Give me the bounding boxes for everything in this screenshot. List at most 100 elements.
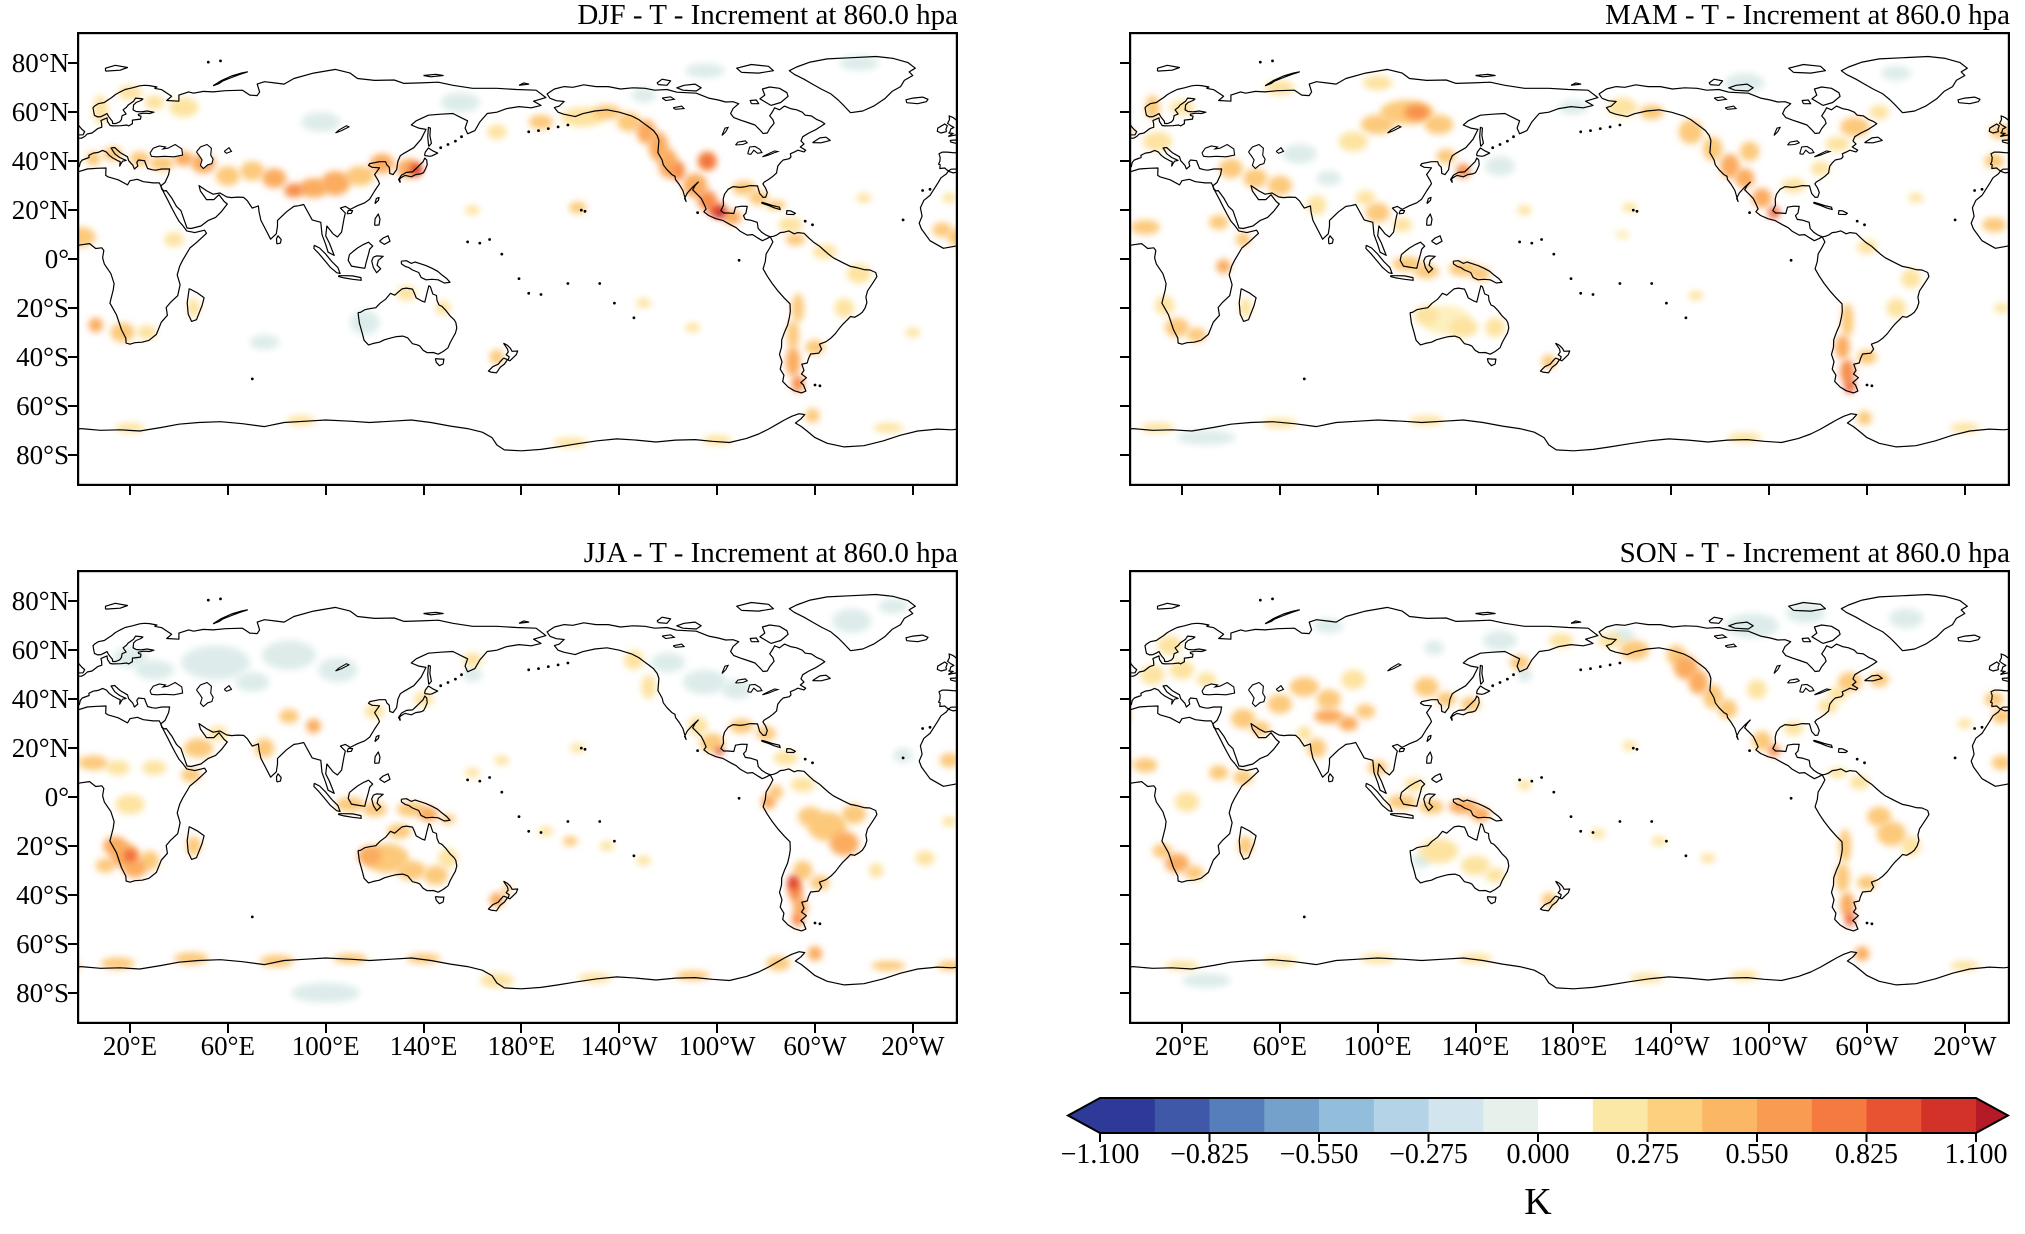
lake-outline [1773,126,1782,136]
lat-tick [1120,747,1129,750]
island-dot [1491,146,1495,150]
colorbar-tick-label: 0.550 [1725,1139,1789,1170]
colorbar-tick-label: −0.275 [1389,1139,1468,1170]
lake-outline [661,634,676,640]
island-dot [527,829,531,833]
coastline [947,653,958,676]
island-dot [583,209,587,213]
coastline [1132,413,2010,452]
island-dot [583,747,587,751]
island-dot [1618,123,1622,127]
lat-tick [1120,404,1129,407]
island-dot [696,211,699,215]
coastline [503,880,519,900]
coastline [1365,782,1393,813]
lake-outline [196,681,214,708]
island-dot [1512,135,1515,139]
coastline [1539,357,1561,374]
coastline [275,235,282,245]
lake-outline [1773,664,1782,674]
island-dot [1598,665,1602,668]
coastline [1570,82,1582,86]
coastline [1132,951,2010,990]
island-dot [556,663,560,667]
island-dot [488,238,491,241]
lake-outline [1799,683,1815,693]
lon-tick-label: 60°W [1835,1031,1899,1061]
coastline [1486,358,1497,367]
island-dot [517,277,521,280]
lat-tick [68,649,77,652]
panel-frame [1129,32,2010,486]
island-dot [928,725,932,729]
world-map-djf [77,32,958,486]
island-dot [928,187,932,191]
lon-tick [422,486,425,495]
lon-tick-label: 60°W [783,1031,847,1061]
coastline [1450,695,1480,721]
coastline [398,157,428,183]
lon-tick-label: 100°E [1343,1031,1412,1061]
lon-tick [1376,1024,1379,1033]
lon-tick-label: 180°E [487,1031,556,1061]
lake-outline [661,96,676,102]
island-dot [546,665,550,668]
colorbar-tick-label: −0.550 [1279,1139,1359,1170]
lat-tick-label: 60°S [16,928,69,959]
coastline [1539,895,1561,912]
lake-outline [1787,678,1801,684]
coastline [77,705,208,883]
coastline [905,634,929,643]
island-dot [921,189,924,192]
coastline [77,659,86,674]
colorbar [1065,1097,2011,1142]
island-dot [439,146,443,150]
island-dot [1863,223,1866,227]
lat-tick [68,600,77,603]
lon-tick-label: 20°E [1154,1031,1210,1061]
lon-tick [716,1024,719,1033]
coastline [1409,823,1510,893]
coastline [1399,241,1426,269]
island-dot [901,756,905,760]
island-dot [219,59,222,63]
island-dot [1789,258,1793,262]
map-panel-mam: MAM - T - Increment at 860.0 hpa [1120,0,2010,495]
coastline [1788,601,1826,612]
island-dot [1591,293,1595,296]
island-dot [598,282,602,285]
coastline [1801,99,1812,105]
lon-tick-label: 140°E [389,1031,458,1061]
island-dot [1618,282,1622,285]
island-dot [1980,187,1984,191]
coastline [760,739,781,749]
island-dot [737,258,741,262]
coastline [77,68,547,256]
island-dot [1789,796,1793,800]
colorbar-tick-label: 0.275 [1616,1139,1679,1170]
coastline [1426,734,1432,743]
island-dot [1953,756,1957,760]
island-dot [813,383,817,387]
coastline [1423,793,1436,812]
lon-tick [128,486,131,495]
coastline [423,685,439,695]
coastline [1555,342,1571,362]
lat-tick [68,404,77,407]
island-dot [1589,667,1592,670]
lon-tick [520,1024,523,1033]
island-dot [1665,301,1668,305]
lat-tick [68,258,77,261]
island-dot [1973,189,1976,192]
coastline [1601,635,1823,780]
coastline [347,779,374,807]
coastline [549,97,771,242]
coastline [1970,708,2010,787]
coastline [1450,157,1480,183]
coastline [379,235,391,245]
lake-outline [1387,125,1403,134]
island-dot [454,139,457,143]
coastline [80,951,958,990]
coastline [812,136,831,144]
lon-tick [911,486,914,495]
